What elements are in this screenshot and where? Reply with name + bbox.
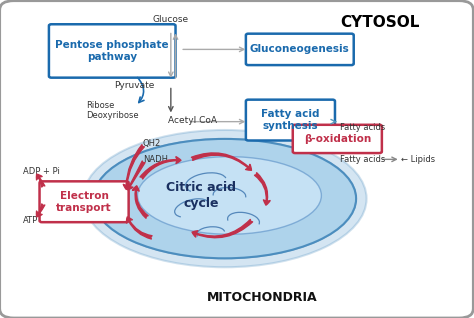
- Ellipse shape: [83, 130, 366, 267]
- FancyBboxPatch shape: [49, 24, 175, 78]
- Text: QH2: QH2: [143, 139, 161, 148]
- Ellipse shape: [93, 139, 356, 258]
- Text: Glucose: Glucose: [153, 15, 189, 24]
- Text: Pyruvate: Pyruvate: [114, 81, 155, 90]
- Text: ADP + Pi: ADP + Pi: [23, 167, 60, 176]
- Ellipse shape: [137, 157, 321, 234]
- Text: ← Lipids: ← Lipids: [401, 155, 435, 164]
- Text: Gluconeogenesis: Gluconeogenesis: [250, 45, 350, 54]
- Text: ATP: ATP: [23, 216, 38, 225]
- Text: Ribose
Deoxyribose: Ribose Deoxyribose: [86, 101, 139, 120]
- Text: β-oxidation: β-oxidation: [304, 134, 371, 144]
- Text: NADH: NADH: [143, 155, 168, 164]
- FancyBboxPatch shape: [246, 100, 335, 141]
- Text: Fatty acids: Fatty acids: [340, 155, 385, 164]
- Text: Fatty acids: Fatty acids: [340, 123, 385, 132]
- Text: CYTOSOL: CYTOSOL: [340, 15, 419, 30]
- Text: Pentose phosphate
pathway: Pentose phosphate pathway: [55, 40, 169, 62]
- FancyBboxPatch shape: [293, 125, 382, 153]
- Text: MITOCHONDRIA: MITOCHONDRIA: [207, 291, 318, 304]
- Text: Electron
transport: Electron transport: [56, 190, 112, 213]
- Text: Citric acid
cycle: Citric acid cycle: [166, 181, 237, 210]
- FancyBboxPatch shape: [246, 34, 354, 65]
- Text: Acetyl CoA: Acetyl CoA: [168, 115, 218, 125]
- Text: Fatty acid
synthesis: Fatty acid synthesis: [261, 109, 319, 131]
- FancyBboxPatch shape: [39, 181, 128, 222]
- Ellipse shape: [93, 139, 356, 258]
